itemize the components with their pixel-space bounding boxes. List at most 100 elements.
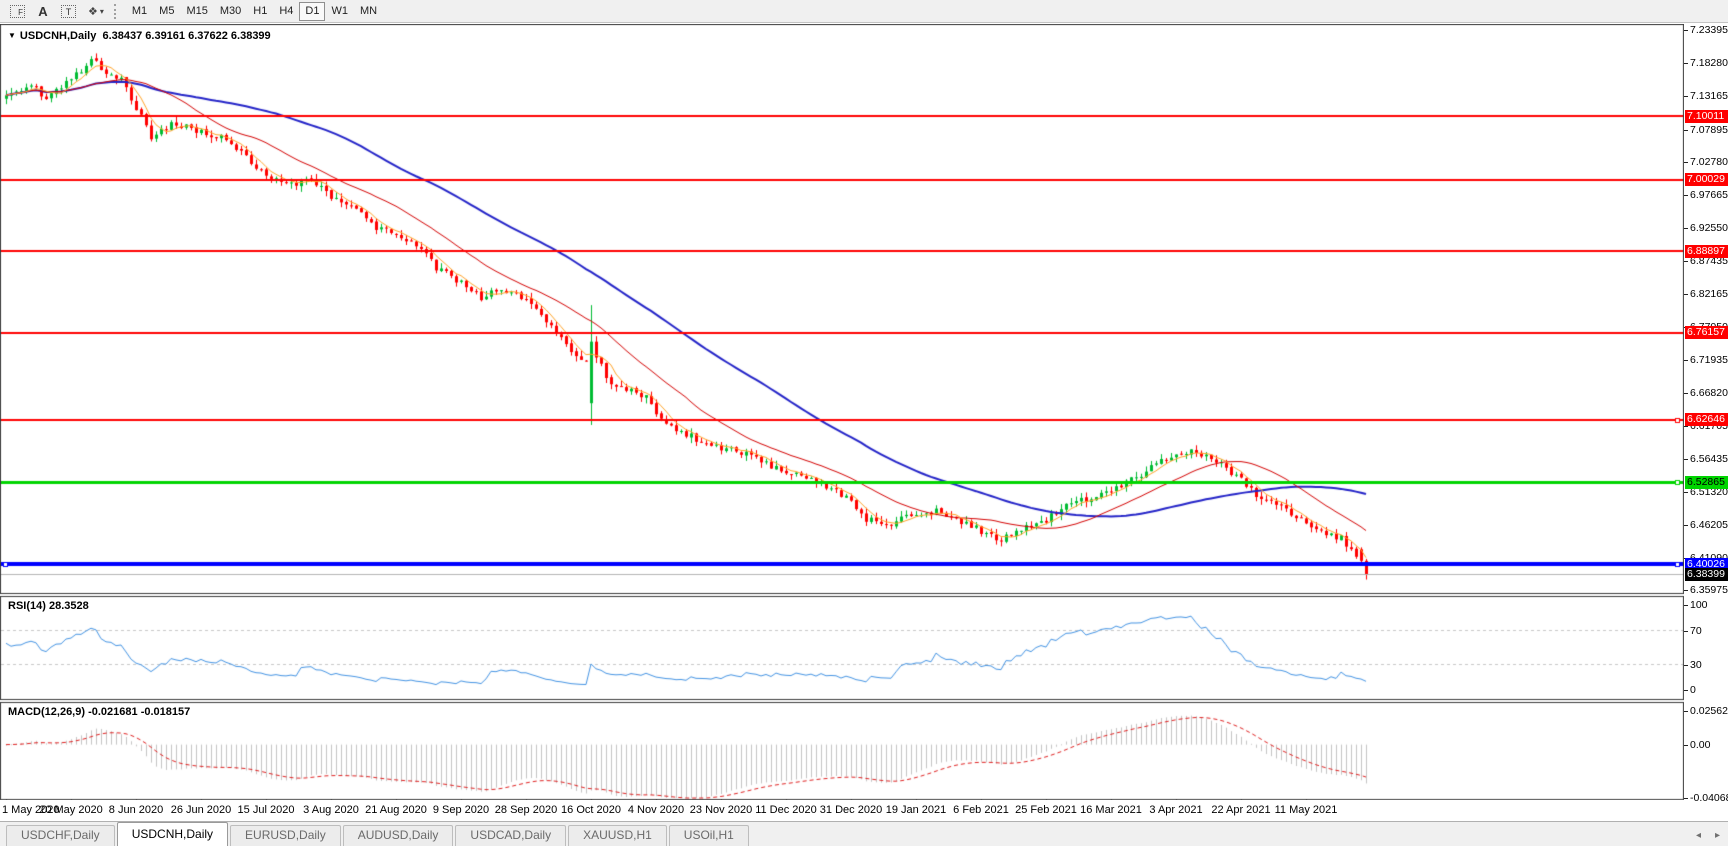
axis-tick-mark <box>1684 195 1688 196</box>
date-axis-label: 9 Sep 2020 <box>432 804 490 816</box>
date-axis-label: 22 Apr 2021 <box>1211 804 1271 816</box>
date-axis-label: 11 May 2021 <box>1274 804 1338 816</box>
macd-axis-tick: 0.025623 <box>1690 705 1728 717</box>
price-axis-tick: 6.82165 <box>1690 288 1728 300</box>
symbol-ohlc-values: 6.38437 6.39161 6.37622 6.38399 <box>102 30 271 42</box>
hline-price-tag: 7.10011 <box>1685 110 1728 123</box>
axis-tick-mark <box>1684 426 1688 427</box>
price-axis-tick: 7.18280 <box>1690 57 1728 69</box>
date-axis-label: 11 Dec 2020 <box>755 804 817 816</box>
date-axis-label: 20 May 2020 <box>39 804 103 816</box>
arrows-tool-button[interactable]: ❖ ▾ <box>82 2 110 21</box>
hline-price-tag: 6.40026 <box>1685 558 1728 571</box>
rsi-name: RSI(14) <box>8 600 46 612</box>
chart-tab-usdchf-daily[interactable]: USDCHF,Daily <box>6 825 115 846</box>
fibonacci-tool-button[interactable]: F <box>4 2 31 21</box>
axis-tick-mark <box>1684 492 1688 493</box>
date-axis-label: 19 Jan 2021 <box>885 804 947 816</box>
chart-tab-usdcnh-daily[interactable]: USDCNH,Daily <box>116 822 229 846</box>
axis-tick-mark <box>1684 30 1688 31</box>
date-axis-label: 31 Dec 2020 <box>819 804 883 816</box>
hline-price-tag: 7.00029 <box>1685 173 1728 186</box>
timeframe-button-w1[interactable]: W1 <box>331 5 348 17</box>
hline-price-tag: 6.76157 <box>1685 326 1728 339</box>
tab-scroll-right-icon[interactable]: ▸ <box>1714 830 1720 841</box>
rsi-axis-tick: 0 <box>1690 684 1696 696</box>
hline-price-tag: 6.88897 <box>1685 245 1728 258</box>
chart-symbol-label: ▼ USDCNH,Daily 6.38437 6.39161 6.37622 6.… <box>8 30 271 42</box>
rsi-axis-tick: 30 <box>1690 659 1702 671</box>
chart-tab-audusd-daily[interactable]: AUDUSD,Daily <box>342 825 454 846</box>
timeframe-button-m1[interactable]: M1 <box>131 5 148 17</box>
axis-tick-mark <box>1684 690 1688 691</box>
timeframe-button-m15[interactable]: M15 <box>186 5 208 17</box>
chart-canvas[interactable] <box>0 24 1684 804</box>
symbol-name: USDCNH,Daily <box>19 30 97 42</box>
price-axis-tick: 7.13165 <box>1690 90 1728 102</box>
arrows-icon: ❖ <box>88 5 98 18</box>
date-axis-label: 16 Mar 2021 <box>1080 804 1142 816</box>
chart-tab-xauusd-h1[interactable]: XAUUSD,H1 <box>568 825 667 846</box>
axis-tick-mark <box>1684 590 1688 591</box>
text-tool-button[interactable]: A <box>31 2 55 21</box>
chart-tab-usoil-h1[interactable]: USOil,H1 <box>668 825 749 846</box>
price-axis-tick: 6.97665 <box>1690 189 1728 201</box>
timeframe-button-d1[interactable]: D1 <box>299 1 326 21</box>
axis-tick-mark <box>1684 525 1688 526</box>
tab-scroll-left-icon[interactable]: ◂ <box>1695 830 1701 841</box>
macd-indicator-label: MACD(12,26,9) -0.021681 -0.018157 <box>8 706 190 718</box>
macd-current-values: -0.021681 -0.018157 <box>88 706 191 718</box>
timeframe-button-m30[interactable]: M30 <box>219 5 242 17</box>
time-axis[interactable]: 1 May 2020 20 May 2020 8 Jun 2020 26 Jun 20… <box>0 800 1684 820</box>
axis-tick-mark <box>1684 665 1688 666</box>
date-axis-label: 4 Nov 2020 <box>627 804 685 816</box>
rsi-axis-tick: 100 <box>1690 599 1708 611</box>
date-axis-label: 3 Apr 2021 <box>1149 804 1203 816</box>
axis-tick-mark <box>1684 96 1688 97</box>
date-axis-label: 28 Sep 2020 <box>494 804 558 816</box>
price-axis-tick: 7.07895 <box>1690 124 1728 136</box>
chart-tabs: USDCHF,Daily USDCNH,Daily EURUSD,Daily AUDU… <box>6 822 751 846</box>
timeframe-button-m5[interactable]: M5 <box>159 5 175 17</box>
timeframe-button-h1[interactable]: H1 <box>253 5 268 17</box>
toolbar-grip[interactable] <box>113 3 120 19</box>
price-axis-tick: 7.23395 <box>1690 24 1728 36</box>
chart-tab-usdcad-daily[interactable]: USDCAD,Daily <box>455 825 567 846</box>
date-axis-label: 1 May 2020 <box>2 804 60 816</box>
text-label-icon: T <box>61 4 76 18</box>
current-price-tag: 6.38399 <box>1685 568 1728 581</box>
date-axis-label: 25 Feb 2021 <box>1015 804 1077 816</box>
chart-tab-eurusd-daily[interactable]: EURUSD,Daily <box>230 825 341 846</box>
toolbar: F A T ❖ ▾ M1 M5 M15 M30 H1 H4 D1 W1 MN <box>0 0 1728 23</box>
timeframe-button-mn[interactable]: MN <box>359 5 378 17</box>
date-axis-label: 26 Jun 2020 <box>170 804 232 816</box>
price-axis[interactable]: 7.23395 7.18280 7.13165 7.07895 7.02780 6.976… <box>1684 24 1728 804</box>
axis-tick-mark <box>1684 360 1688 361</box>
hline-price-tag: 6.52865 <box>1685 476 1728 489</box>
axis-tick-mark <box>1684 745 1688 746</box>
text-label-tool-button[interactable]: T <box>55 2 82 21</box>
macd-name: MACD(12,26,9) <box>8 706 86 718</box>
date-axis-label: 16 Oct 2020 <box>561 804 621 816</box>
axis-tick-mark <box>1684 294 1688 295</box>
price-axis-tick: 6.92550 <box>1690 222 1728 234</box>
axis-tick-mark <box>1684 605 1688 606</box>
rsi-current-value: 28.3528 <box>48 600 89 612</box>
fibonacci-icon: F <box>10 4 25 18</box>
timeframe-toolbar: M1 M5 M15 M30 H1 H4 D1 W1 MN <box>126 1 383 21</box>
axis-tick-mark <box>1684 393 1688 394</box>
text-icon: A <box>38 3 48 19</box>
price-axis-tick: 7.02780 <box>1690 156 1728 168</box>
chart-tab-bar: USDCHF,Daily USDCNH,Daily EURUSD,Daily AUDU… <box>0 821 1728 846</box>
tab-scroll-controls: ◂ ▸ <box>1696 830 1720 841</box>
hline-price-tag: 6.62646 <box>1685 413 1728 426</box>
date-axis-label: 23 Nov 2020 <box>689 804 753 816</box>
timeframe-button-h4[interactable]: H4 <box>279 5 294 17</box>
axis-tick-mark <box>1684 711 1688 712</box>
price-axis-tick: 6.71935 <box>1690 354 1728 366</box>
axis-tick-mark <box>1684 130 1688 131</box>
axis-tick-mark <box>1684 459 1688 460</box>
symbol-dropdown-icon[interactable]: ▼ <box>8 31 16 40</box>
date-axis-label: 3 Aug 2020 <box>303 804 359 816</box>
macd-axis-tick: -0.040687 <box>1690 792 1728 804</box>
